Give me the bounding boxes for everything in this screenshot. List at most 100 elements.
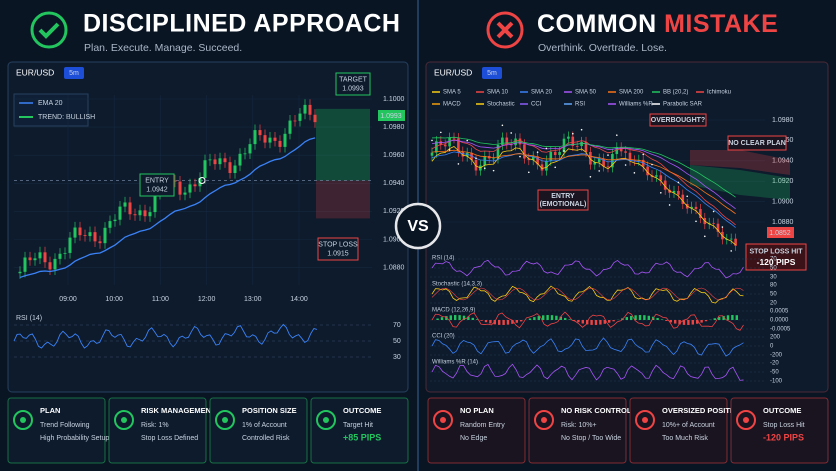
x-tick-label: 10:00	[105, 296, 123, 303]
rsi-level-label: 50	[393, 338, 401, 345]
candle	[198, 177, 202, 187]
panel-level-label: -50	[770, 370, 779, 376]
price-tag-text: 1.0993	[380, 113, 402, 120]
moving-average	[431, 139, 736, 226]
macd-bar	[493, 320, 496, 325]
macd-bar	[638, 315, 642, 320]
candle	[509, 144, 513, 146]
macd-bar	[440, 317, 444, 320]
price-tag	[378, 110, 405, 121]
candle	[545, 160, 548, 171]
macd-bar	[484, 320, 488, 323]
candle	[138, 210, 142, 216]
macd-bar	[718, 316, 721, 320]
indicator-name: MACD	[443, 102, 461, 108]
card-line: No Edge	[460, 435, 487, 442]
candle	[148, 212, 152, 217]
sar-dot	[519, 155, 521, 158]
card-icon-dot	[541, 417, 547, 423]
macd-bar	[506, 320, 510, 325]
macd-bar	[445, 316, 448, 320]
macd-bar	[678, 320, 681, 325]
macd-bar	[713, 318, 716, 320]
macd-bar	[660, 319, 664, 320]
card-line: Risk: 10%+	[561, 422, 597, 429]
candle	[188, 184, 192, 193]
candle	[580, 141, 583, 147]
candle	[133, 214, 137, 216]
card-title: NO PLAN	[460, 406, 494, 415]
macd-bar	[603, 320, 606, 324]
macd-bar	[498, 320, 501, 325]
sar-dot	[440, 131, 442, 134]
panel-label: Williams %R (14)	[432, 360, 478, 366]
card	[310, 397, 409, 464]
macd-bar	[454, 315, 457, 320]
candle	[93, 232, 97, 242]
sar-dot	[492, 169, 495, 172]
candle	[78, 227, 82, 236]
moving-average	[431, 151, 736, 228]
x-tick-label: 12:00	[198, 296, 216, 303]
macd-bar	[458, 315, 461, 320]
candle	[443, 144, 447, 147]
candle	[589, 151, 592, 165]
candle	[729, 238, 733, 240]
candle	[48, 262, 52, 270]
card-line: Controlled Risk	[242, 435, 290, 442]
card-icon-dot	[121, 417, 127, 423]
sar-dot	[448, 149, 451, 151]
left-subtitle: Plan. Execute. Manage. Succeed.	[84, 42, 242, 54]
candle	[531, 156, 535, 161]
card-line: Too Much Risk	[662, 435, 708, 442]
macd-bar	[564, 317, 567, 320]
candle	[173, 180, 177, 182]
candle	[203, 160, 207, 178]
macd-bar	[480, 320, 483, 321]
card-line: No Stop / Too Wide	[561, 435, 621, 442]
entry-annotation	[537, 189, 589, 211]
y-tick-label: 1.0960	[383, 152, 405, 159]
no-plan-annotation-text: NO CLEAR PLAN	[728, 140, 786, 147]
candle	[308, 104, 312, 115]
macd-bar	[625, 317, 628, 320]
indicator-name: RSI	[575, 102, 585, 108]
sar-dot	[730, 250, 732, 252]
card-icon	[316, 410, 336, 430]
card-line: -120 PIPS	[763, 432, 804, 442]
legend-entry: TREND: BULLISH	[38, 114, 95, 121]
card-title: RISK MANAGEMENT	[141, 406, 216, 415]
card-line: Stop Loss Defined	[141, 435, 198, 442]
macd-bar	[577, 320, 580, 323]
entry-point	[198, 176, 206, 184]
candle	[273, 137, 277, 141]
candle	[268, 137, 272, 143]
panel-level-label: 0	[770, 344, 774, 350]
y-tick-label: 1.0980	[772, 117, 794, 124]
macd-bar	[634, 315, 637, 320]
sar-dot	[431, 139, 433, 142]
panel-line	[431, 287, 744, 301]
sar-dot	[668, 204, 671, 206]
card-line: Trend Following	[40, 422, 90, 429]
timeframe-badge	[64, 67, 84, 79]
candle	[536, 156, 539, 165]
entry-box	[139, 173, 175, 197]
candle	[208, 159, 212, 161]
indicator-name: Parabolic SAR	[663, 102, 703, 108]
macd-bar	[462, 315, 466, 320]
macd-bar	[674, 320, 677, 324]
sar-dot	[607, 154, 609, 156]
candle	[263, 135, 267, 143]
panel-level-label: 70	[770, 257, 777, 263]
candle	[278, 140, 282, 147]
price-tag-text: 1.0852	[769, 230, 791, 237]
candle	[734, 238, 737, 246]
macd-bar	[599, 320, 602, 325]
stop-zone	[316, 180, 370, 219]
sar-dot	[598, 170, 600, 172]
macd-bar	[612, 320, 615, 322]
candle	[690, 206, 693, 209]
candle	[63, 252, 67, 254]
candle	[501, 137, 504, 145]
